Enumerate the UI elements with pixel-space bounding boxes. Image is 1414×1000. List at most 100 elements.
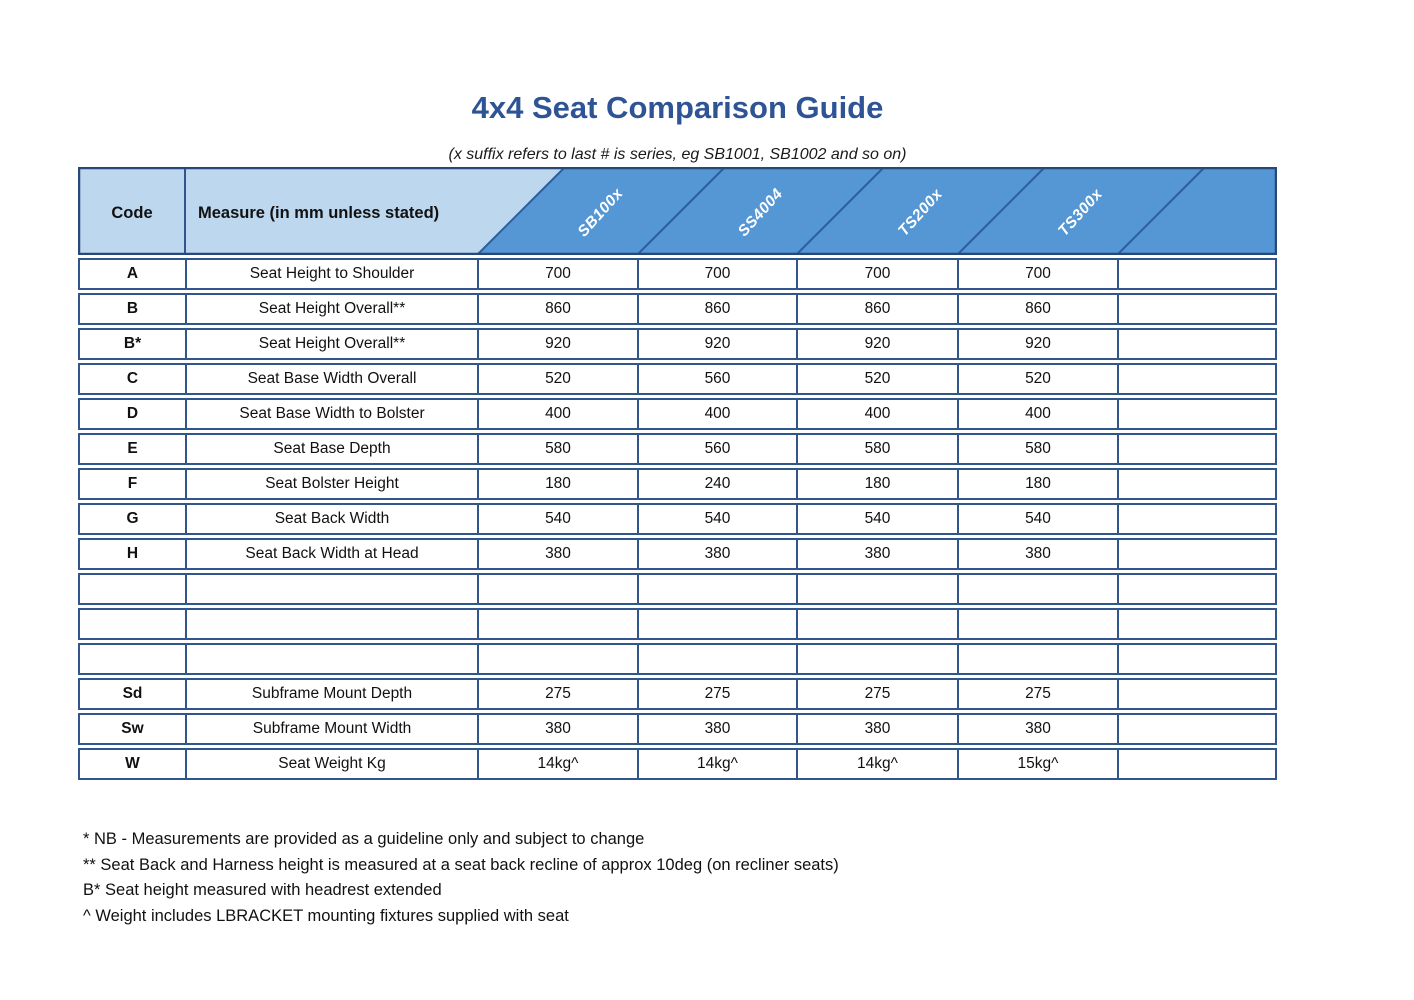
value-cell: 180 xyxy=(796,468,957,500)
value-cell xyxy=(957,573,1117,605)
value-cell: 520 xyxy=(796,363,957,395)
value-cell: 14kg^ xyxy=(477,748,637,780)
value-cell: 380 xyxy=(957,538,1117,570)
value-cell: 380 xyxy=(477,713,637,745)
value-cell: 520 xyxy=(957,363,1117,395)
measure-cell xyxy=(185,573,477,605)
value-cell: 700 xyxy=(477,258,637,290)
value-cell: 14kg^ xyxy=(796,748,957,780)
empty-cell xyxy=(1117,433,1277,465)
empty-cell xyxy=(1117,468,1277,500)
value-cell: 380 xyxy=(957,713,1117,745)
header-outer-border xyxy=(78,167,1277,255)
header-blue-area xyxy=(477,167,1277,255)
value-cell: 275 xyxy=(477,678,637,710)
value-cell: 920 xyxy=(796,328,957,360)
measure-cell: Subframe Mount Depth xyxy=(185,678,477,710)
value-cell: 400 xyxy=(957,398,1117,430)
value-cell xyxy=(637,573,796,605)
footnote-line: B* Seat height measured with headrest ex… xyxy=(83,881,442,899)
code-cell: D xyxy=(78,398,185,430)
value-cell: 540 xyxy=(957,503,1117,535)
empty-cell xyxy=(1117,363,1277,395)
table-header: Code Measure (in mm unless stated) SB100… xyxy=(78,167,1277,255)
table-row: F Seat Bolster Height 180 240 180 180 xyxy=(78,468,1277,500)
empty-cell xyxy=(1117,538,1277,570)
measure-cell: Seat Height Overall** xyxy=(185,293,477,325)
code-cell: B* xyxy=(78,328,185,360)
value-cell: 860 xyxy=(477,293,637,325)
value-cell xyxy=(957,608,1117,640)
code-cell: B xyxy=(78,293,185,325)
value-cell: 700 xyxy=(796,258,957,290)
value-cell: 240 xyxy=(637,468,796,500)
value-cell xyxy=(477,608,637,640)
table-row: A Seat Height to Shoulder 700 700 700 700 xyxy=(78,258,1277,290)
footnote-line: * NB - Measurements are provided as a gu… xyxy=(83,830,645,848)
table-row: Sd Subframe Mount Depth 275 275 275 275 xyxy=(78,678,1277,710)
value-cell xyxy=(477,643,637,675)
value-cell: 860 xyxy=(637,293,796,325)
code-cell: W xyxy=(78,748,185,780)
code-cell: Sw xyxy=(78,713,185,745)
code-column-header: Code xyxy=(111,204,152,222)
value-cell xyxy=(796,573,957,605)
diagonal-divider xyxy=(795,167,885,255)
diagonal-divider xyxy=(1116,167,1206,255)
value-cell: 180 xyxy=(477,468,637,500)
value-cell: 400 xyxy=(637,398,796,430)
code-cell: E xyxy=(78,433,185,465)
table-row xyxy=(78,643,1277,675)
value-cell xyxy=(957,643,1117,675)
value-cell: 860 xyxy=(957,293,1117,325)
measure-cell: Seat Weight Kg xyxy=(185,748,477,780)
diagonal-divider xyxy=(636,167,726,255)
page-title: 4x4 Seat Comparison Guide xyxy=(471,90,884,125)
value-cell: 580 xyxy=(957,433,1117,465)
measure-cell: Seat Height Overall** xyxy=(185,328,477,360)
measure-cell xyxy=(185,608,477,640)
measure-cell: Seat Base Width Overall xyxy=(185,363,477,395)
code-cell xyxy=(78,643,185,675)
code-cell: F xyxy=(78,468,185,500)
empty-cell xyxy=(1117,258,1277,290)
code-cell xyxy=(78,573,185,605)
footnote-line: ** Seat Back and Harness height is measu… xyxy=(83,855,839,874)
value-cell: 560 xyxy=(637,433,796,465)
value-cell: 380 xyxy=(796,538,957,570)
measure-cell: Seat Back Width at Head xyxy=(185,538,477,570)
measure-cell: Subframe Mount Width xyxy=(185,713,477,745)
table-row: D Seat Base Width to Bolster 400 400 400 400 xyxy=(78,398,1277,430)
value-cell: 275 xyxy=(957,678,1117,710)
value-cell: 380 xyxy=(477,538,637,570)
measure-column-header: Measure (in mm unless stated) xyxy=(198,204,439,222)
value-cell xyxy=(637,608,796,640)
code-cell: C xyxy=(78,363,185,395)
value-cell: 520 xyxy=(477,363,637,395)
value-cell: 920 xyxy=(637,328,796,360)
value-cell: 540 xyxy=(637,503,796,535)
value-cell: 380 xyxy=(637,538,796,570)
measure-cell: Seat Back Width xyxy=(185,503,477,535)
value-cell: 275 xyxy=(637,678,796,710)
value-cell: 540 xyxy=(796,503,957,535)
value-cell: 15kg^ xyxy=(957,748,1117,780)
value-cell: 540 xyxy=(477,503,637,535)
value-cell: 275 xyxy=(796,678,957,710)
value-cell: 400 xyxy=(796,398,957,430)
measure-cell: Seat Base Depth xyxy=(185,433,477,465)
table-row: W Seat Weight Kg 14kg^ 14kg^ 14kg^ 15kg^ xyxy=(78,748,1277,780)
comparison-table-body: A Seat Height to Shoulder 700 700 700 700 B Sea… xyxy=(78,255,1277,783)
value-cell xyxy=(796,608,957,640)
table-body: A Seat Height to Shoulder 700 700 700 700 B Sea… xyxy=(78,258,1277,780)
table-row: E Seat Base Depth 580 560 580 580 xyxy=(78,433,1277,465)
table-row: B* Seat Height Overall** 920 920 920 920 xyxy=(78,328,1277,360)
value-cell: 400 xyxy=(477,398,637,430)
code-cell: Sd xyxy=(78,678,185,710)
table-row: G Seat Back Width 540 540 540 540 xyxy=(78,503,1277,535)
empty-cell xyxy=(1117,503,1277,535)
empty-cell xyxy=(1117,573,1277,605)
diagonal-divider xyxy=(476,167,566,255)
value-cell: 580 xyxy=(477,433,637,465)
